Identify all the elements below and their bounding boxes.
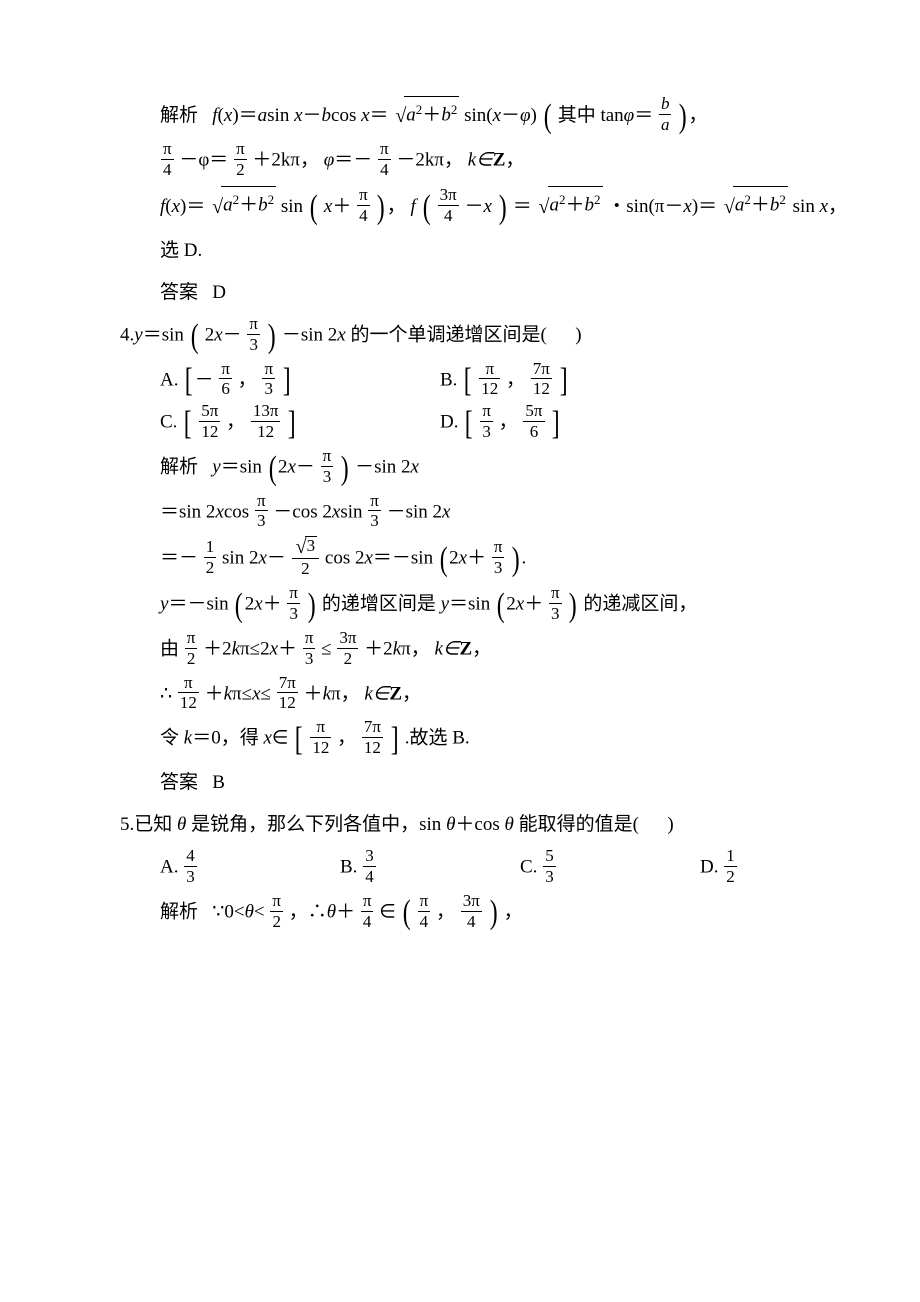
q4-optC: C. [ 5π12 ， 13π12 ] xyxy=(160,404,440,443)
frac-pi4-a: π4 xyxy=(161,140,174,179)
q4-optD: D. [ π3 ， 5π6 ] xyxy=(440,404,562,443)
q4-step6: ∴ π12 ＋kπ≤x≤ 7π12 ＋kπ， k∈Z， xyxy=(120,676,920,715)
frac-3pi4: 3π4 xyxy=(438,186,459,225)
q4-step3: ＝－ 12 sin 2x－ √3 2 cos 2x＝－sin (2x＋ π3 )… xyxy=(120,538,920,580)
q5-stem: 5.已知 θ 是锐角，那么下列各值中，sin θ＋cos θ 能取得的值是( ) xyxy=(120,807,920,843)
q4-options-row2: C. [ 5π12 ， 13π12 ] D. [ π3 ， 5π6 ] xyxy=(120,404,920,443)
jiexi-label: 解析 xyxy=(160,105,198,126)
q4-options-row1: A. [－ π6 ， π3 ] B. [ π12 ， 7π12 ] xyxy=(120,362,920,401)
q4-optA: A. [－ π6 ， π3 ] xyxy=(160,362,440,401)
q4-stem: 4.y＝sin ( 2x－ π3 ) －sin 2x 的一个单调递增区间是( ) xyxy=(120,317,920,356)
frac-b-over-a: ba xyxy=(659,95,672,134)
frac-pi4-c: π4 xyxy=(357,186,370,225)
q3-step2: π4 －φ＝ π2 ＋2kπ， φ＝－ π4 －2kπ， k∈Z， xyxy=(120,142,920,181)
q3-answer: 答案 D xyxy=(120,275,920,311)
frac-pi2: π2 xyxy=(234,140,247,179)
q3-step4: 选 D. xyxy=(120,233,920,269)
q4-step5: 由 π2 ＋2kπ≤2x＋ π3 ≤ 3π2 ＋2kπ， k∈Z， xyxy=(120,631,920,670)
q4-step4: y＝－sin (2x＋ π3 ) 的递增区间是 y＝sin (2x＋ π3 ) … xyxy=(120,586,920,625)
q5-optA: A. 43 xyxy=(160,849,340,888)
frac-sqrt3-2: √3 2 xyxy=(292,536,319,578)
q5-step1: 解析 ∵0<θ< π2 ，∴θ＋ π4 ∈ ( π4 ， 3π4 ) ， xyxy=(120,894,920,933)
q4-step1: 解析 y＝sin (2x－ π3 ) －sin 2x xyxy=(120,449,920,488)
q3-step1: 解析 f(x)＝asin x－bcos x＝ √a2＋b2 sin(x－φ) (… xyxy=(120,96,920,136)
q5-options: A. 43 B. 34 C. 53 D. 12 xyxy=(120,849,920,888)
q4-answer: 答案 B xyxy=(120,765,920,801)
sqrt-ab-2: √a2＋b2 xyxy=(210,187,276,225)
frac-pi4-b: π4 xyxy=(378,140,391,179)
frac-pi3-a: π3 xyxy=(247,315,260,354)
q4-optB: B. [ π12 ， 7π12 ] xyxy=(440,362,569,401)
q5-optB: B. 34 xyxy=(340,849,520,888)
sqrt-ab-4: √a2＋b2 xyxy=(722,187,788,225)
q4-step2: ＝sin 2xcos π3 －cos 2xsin π3 －sin 2x xyxy=(120,494,920,533)
q4-step7: 令 k＝0，得 x∈ [ π12 ， 7π12 ] .故选 B. xyxy=(120,720,920,759)
sqrt-ab-3: √a2＋b2 xyxy=(537,187,603,225)
q3-step3: f(x)＝ √a2＋b2 sin ( x＋ π4 )， f ( 3π4 －x )… xyxy=(120,187,920,227)
sqrt-ab-1: √a2＋b2 xyxy=(393,96,459,134)
q5-optC: C. 53 xyxy=(520,849,700,888)
q5-optD: D. 12 xyxy=(700,849,880,888)
